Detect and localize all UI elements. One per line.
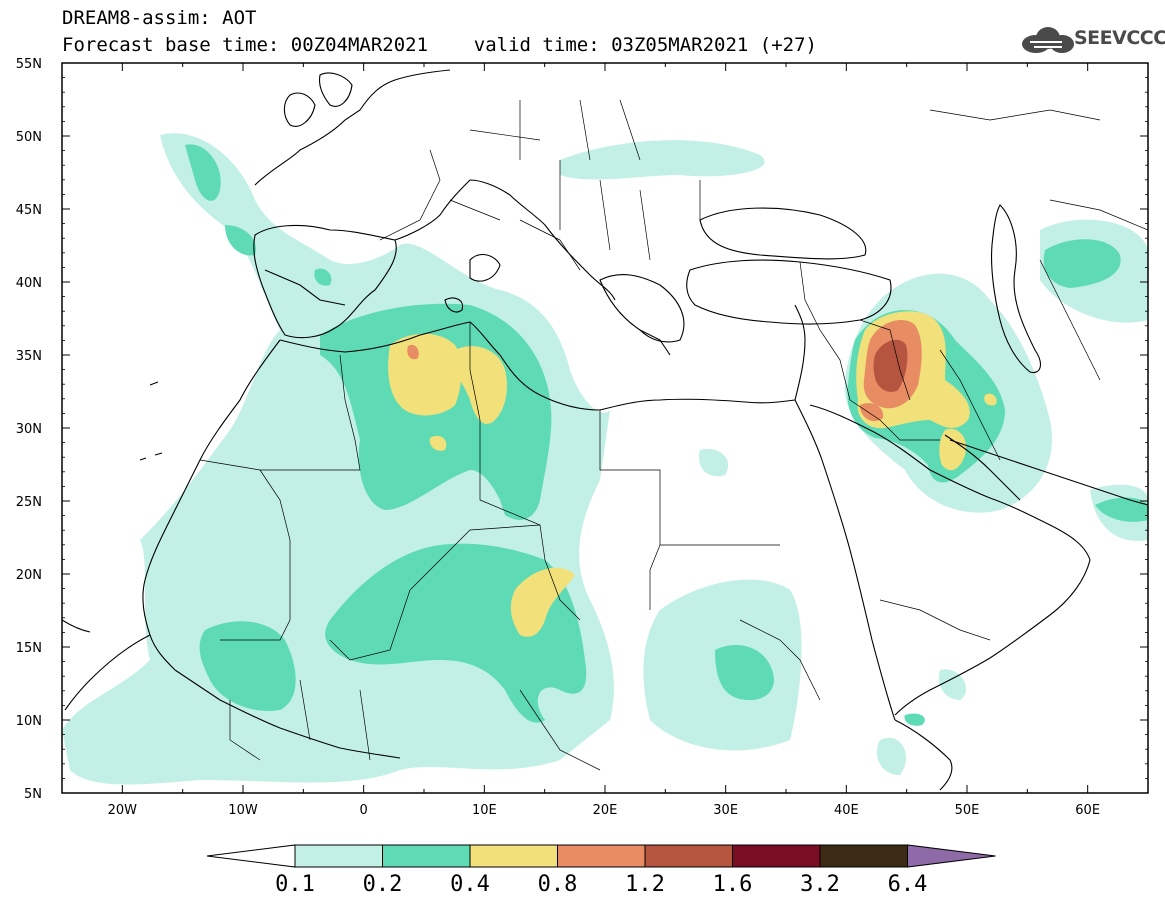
longitude-labels: 20W 10W 0 10E 20E 30E 40E 50E 60E: [108, 803, 1100, 818]
lon-label: 20E: [593, 803, 618, 818]
lon-label: 60E: [1075, 803, 1100, 818]
colorbar-low-arrow: [206, 844, 296, 868]
colorbar-level-label: 0.8: [537, 872, 578, 897]
lat-label: 35N: [16, 349, 42, 364]
colorbar-box: [294, 844, 383, 868]
colorbar-level-label: 0.1: [275, 872, 315, 897]
lat-label: 55N: [16, 57, 42, 72]
lat-label: 20N: [16, 568, 42, 583]
aot-contours: [62, 133, 1148, 785]
colorbar-high-arrow: [907, 844, 996, 868]
lat-label: 5N: [24, 787, 42, 802]
lon-label: 20W: [108, 803, 138, 818]
coastlines: [62, 69, 1148, 791]
lat-label: 15N: [16, 641, 42, 656]
lon-label: 30E: [713, 803, 738, 818]
lon-label: 0: [360, 803, 368, 818]
lon-label: 10W: [228, 803, 258, 818]
cloud-icon: [1022, 27, 1074, 53]
colorbar-level-label: 1.6: [712, 872, 753, 897]
colorbar-box: [469, 844, 558, 868]
axis-ticks: [61, 62, 1149, 794]
forecast-times: Forecast base time: 00Z04MAR2021 valid t…: [62, 34, 817, 56]
logo-text: SEEVCCC: [1074, 27, 1165, 49]
lat-label: 25N: [16, 495, 42, 510]
colorbar-level-label: 0.4: [450, 872, 490, 897]
country-borders: [199, 99, 1148, 771]
lat-label: 30N: [16, 422, 42, 437]
lon-label: 10E: [472, 803, 497, 818]
lat-label: 45N: [16, 203, 42, 218]
colorbar-box: [644, 844, 733, 868]
colorbar-box: [382, 844, 471, 868]
colorbar-box: [819, 844, 908, 868]
colorbar-box: [557, 844, 646, 868]
colorbar-level-label: 6.4: [887, 872, 928, 897]
lat-label: 40N: [16, 276, 42, 291]
colorbar-level-label: 3.2: [800, 872, 840, 897]
lat-label: 10N: [16, 714, 42, 729]
colorbar-level-label: 0.2: [362, 872, 403, 897]
lat-label: 50N: [16, 130, 42, 145]
colorbar-box: [732, 844, 821, 868]
lon-label: 40E: [834, 803, 859, 818]
lon-label: 50E: [955, 803, 980, 818]
colorbar-level-label: 1.2: [625, 872, 665, 897]
map-title: DREAM8-assim: AOT: [62, 7, 257, 29]
latitude-labels: 55N 50N 45N 40N 35N 30N 25N 20N 15N 10N 5N: [16, 57, 42, 802]
